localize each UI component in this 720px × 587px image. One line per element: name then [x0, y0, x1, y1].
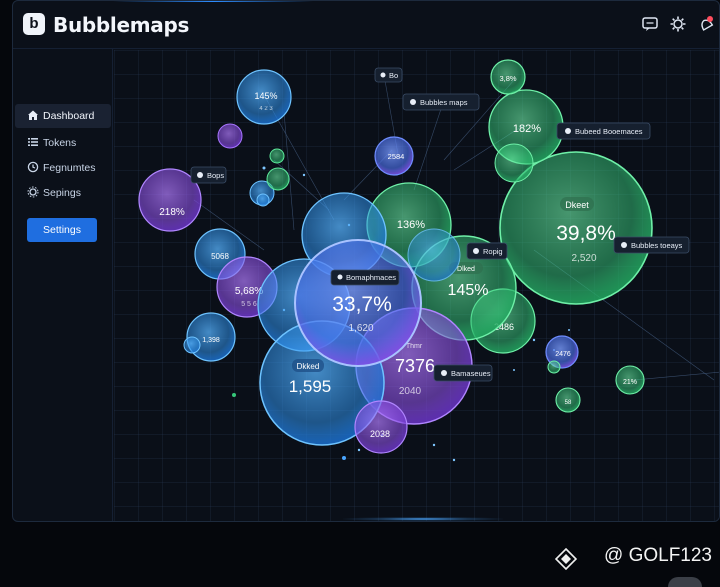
tooltip-bubeed-booemaces: Bubeed Booemaces	[556, 122, 651, 140]
bubble-21-green[interactable]: 21%	[615, 365, 645, 395]
bubble-337-main[interactable]: 33,7% 1,620	[294, 239, 422, 367]
bubble-label: 58	[565, 400, 572, 406]
sidebar-item-label: Dashboard	[43, 110, 95, 122]
top-glow	[113, 1, 313, 2]
bubble-2038-purple[interactable]: 2038	[354, 400, 408, 454]
tooltip-label: Bubeed Booemaces	[575, 127, 643, 136]
sidebar-item-label: Fegnumtes	[43, 162, 96, 174]
bubble-label: 3,8%	[499, 74, 516, 83]
home-icon	[28, 110, 38, 120]
bubble[interactable]	[547, 360, 561, 374]
app-header: b Bubblemaps	[13, 1, 719, 49]
bubble-label: 182%	[513, 123, 541, 135]
bubble-label: 7376	[395, 356, 435, 376]
chat-icon[interactable]	[641, 15, 659, 33]
settings-button[interactable]: Settings	[27, 218, 97, 242]
logo-icon[interactable]: b	[23, 13, 45, 35]
tooltip-label: Bops	[207, 171, 224, 180]
bubble-2476-blue[interactable]: 2476	[545, 335, 579, 369]
app-title: Bubblemaps	[53, 13, 190, 37]
bubble-tag: Thmr	[406, 343, 423, 350]
tooltip-bubbles-toeays: Bubbles toeays	[613, 236, 690, 254]
bubble-sub: 2,520	[571, 253, 596, 264]
sidebar: Dashboard Tokens Fegnumtes Sepings Set	[13, 49, 113, 521]
bubble-2584-blue[interactable]: 2584	[374, 136, 414, 176]
sidebar-item-sepings[interactable]: Sepings	[15, 181, 111, 205]
tooltip-label: Bubbles maps	[420, 98, 468, 107]
tooltip-label: Bamaseues	[451, 369, 491, 378]
bubble-sub: 4 2 3	[259, 106, 273, 112]
clock-icon	[27, 161, 39, 173]
bubble-tag: Dkked	[297, 362, 320, 371]
bubble-label: 5,68%	[235, 286, 263, 297]
bubble-38-green[interactable]: 3,8%	[490, 59, 526, 95]
bubble-label: 39,8%	[556, 222, 616, 245]
bubble-label: 145%	[448, 282, 489, 299]
bottom-glow	[343, 517, 503, 521]
bubble-tag: Dkeet	[565, 200, 589, 210]
bubble-label: 1,398	[202, 337, 220, 344]
bubble[interactable]	[494, 143, 534, 183]
bubble[interactable]	[407, 228, 461, 282]
tooltip-bomaphmaces: Bomaphmaces	[330, 269, 400, 286]
bubble[interactable]	[217, 123, 243, 149]
bubble[interactable]	[256, 193, 270, 207]
tooltip-label: Ropig	[483, 247, 503, 256]
bubble-tag: Dlked	[457, 266, 475, 273]
notification-icon[interactable]	[697, 15, 715, 33]
bubble-sub: 5 5 6	[241, 301, 257, 308]
bubble[interactable]	[183, 336, 201, 354]
bubble-sub: 1,620	[348, 323, 373, 334]
bubble-sub: 2040	[399, 386, 422, 397]
sidebar-item-label: Tokens	[43, 137, 77, 149]
watermark-text: @ GOLF123	[604, 545, 712, 566]
tooltip-ropig: Ropig	[466, 242, 508, 260]
bubble-label: 1,595	[289, 377, 332, 396]
bubble-label: 145%	[254, 91, 277, 101]
bubble-218-purple[interactable]: 218%	[138, 168, 202, 232]
tooltip-label: Bomaphmaces	[346, 273, 396, 282]
bubble-145-blue[interactable]: 145% 4 2 3	[236, 69, 292, 125]
tooltip-label: Bubbles toeays	[631, 241, 683, 250]
gear-icon	[27, 186, 39, 198]
tooltip-bamaseues: Bamaseues	[433, 364, 493, 382]
bubble-398-green[interactable]: Dkeet 39,8% 2,520	[499, 151, 653, 305]
bubble[interactable]	[266, 167, 290, 191]
bubble-label: 218%	[159, 207, 185, 218]
bubble-label: 33,7%	[332, 293, 392, 316]
app-window: b Bubblemaps Dashboard	[12, 0, 720, 522]
tooltip-bo: Bo	[374, 67, 403, 83]
bubble-label: 2476	[555, 351, 571, 358]
bubble-58-green[interactable]: 58	[555, 387, 581, 413]
watermark-logo-icon	[555, 548, 577, 570]
bubble-label: 2038	[370, 429, 390, 439]
bubble-label: 5068	[211, 252, 229, 261]
sidebar-item-label: Sepings	[43, 187, 81, 199]
bubble-label: 2584	[388, 152, 405, 161]
settings-gear-icon[interactable]	[669, 15, 687, 33]
bubble-label: 21%	[623, 379, 637, 386]
sidebar-item-tokens[interactable]: Tokens	[15, 131, 111, 155]
bubble[interactable]	[269, 148, 285, 164]
bubble-map[interactable]: 145% 4 2 3 218% 5068 5,68% 5 5 6	[114, 50, 720, 522]
bubble-label: 2486	[494, 322, 514, 332]
bubble-map-canvas[interactable]: 145% 4 2 3 218% 5068 5,68% 5 5 6	[114, 50, 720, 522]
tooltip-bubbles-maps: Bubbles maps	[402, 93, 480, 111]
corner-button[interactable]	[668, 577, 702, 587]
sidebar-item-fegnumtes[interactable]: Fegnumtes	[15, 156, 111, 180]
tooltip-label: Bo	[389, 71, 398, 80]
bubble-label: 136%	[397, 219, 425, 231]
sidebar-item-dashboard[interactable]: Dashboard	[15, 104, 111, 128]
list-icon	[28, 138, 38, 146]
tooltip-bops: Bops	[190, 166, 227, 184]
